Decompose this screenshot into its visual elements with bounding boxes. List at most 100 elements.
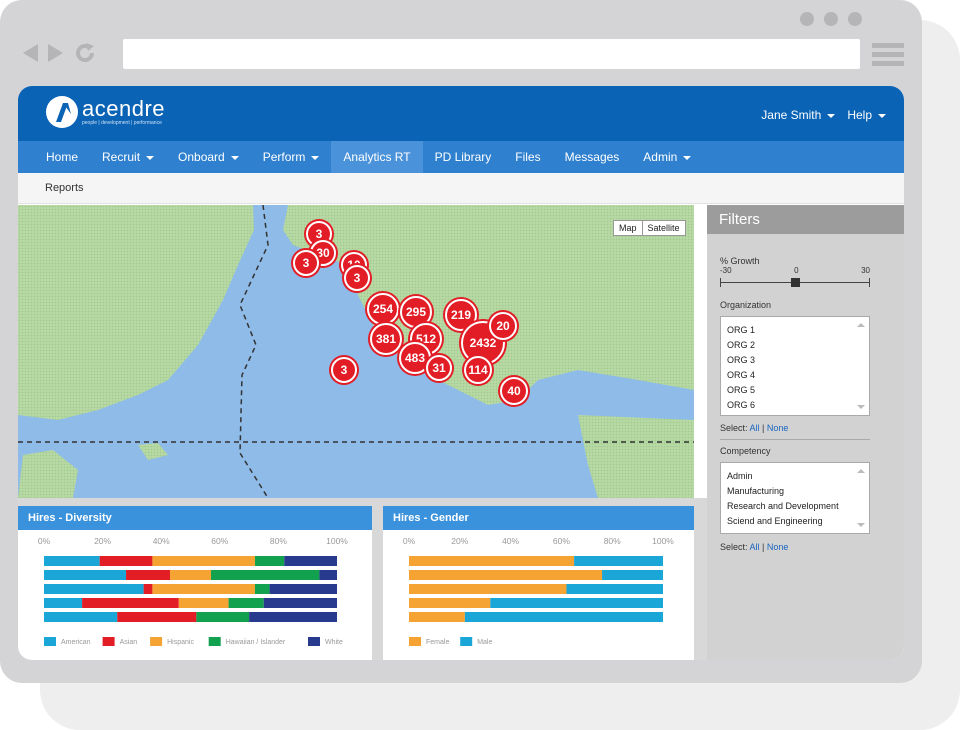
list-item[interactable]: ORG 4 [727,370,756,380]
bar-segment[interactable] [566,584,663,594]
main-nav: Home Recruit Onboard Perform Analytics RT PD … [18,141,904,173]
bar-segment[interactable] [152,556,255,566]
bar-segment[interactable] [409,584,567,594]
forward-icon[interactable] [48,43,64,63]
window-dot[interactable] [800,12,814,26]
nav-onboard[interactable]: Onboard [166,141,251,173]
list-item[interactable]: Research and Development [727,501,839,511]
bar-segment[interactable] [196,612,250,622]
slider-end [720,278,721,287]
bar-segment[interactable] [284,556,337,566]
list-item[interactable]: ORG 1 [727,325,756,335]
bar-segment[interactable] [44,556,100,566]
bar-segment[interactable] [99,556,153,566]
map-cluster[interactable]: 3 [344,265,370,291]
bar-segment[interactable] [319,570,337,580]
bar-segment[interactable] [409,556,575,566]
nav-pd-library[interactable]: PD Library [423,141,504,173]
map-button[interactable]: Map [619,223,637,233]
bar-segment[interactable] [44,612,118,622]
competency-select-links: Select: All | None [720,542,789,552]
bar-segment[interactable] [211,570,320,580]
bar-segment[interactable] [269,584,337,594]
land-asia [18,205,254,420]
slider-thumb[interactable] [790,278,800,287]
map-cluster[interactable]: 31 [426,355,452,381]
browser-frame: acendre people | development | performan… [0,0,922,683]
x-tick-label: 0% [38,536,51,546]
breadcrumb-reports[interactable]: Reports [45,182,84,194]
map-cluster[interactable]: 20 [489,312,517,340]
select-none-link[interactable]: None [766,542,789,552]
bar-segment[interactable] [152,584,255,594]
scroll-down-icon[interactable] [857,523,865,527]
map-cluster[interactable]: 3 [331,357,357,383]
nav-home[interactable]: Home [34,141,90,173]
scroll-up-icon[interactable] [857,469,865,473]
back-icon[interactable] [22,43,38,63]
map-cluster[interactable]: 40 [500,377,528,405]
scroll-up-icon[interactable] [857,323,865,327]
map-view[interactable]: Map Satellite 3 30 3 10 3 254 295 219 51… [18,205,694,498]
map-cluster[interactable]: 295 [400,296,432,328]
help-dropdown[interactable]: Help [847,108,886,122]
bar-segment[interactable] [254,584,270,594]
list-item[interactable]: ORG 5 [727,385,756,395]
map-cluster[interactable]: 381 [370,323,402,355]
list-item[interactable]: ORG 6 [727,400,756,410]
window-dot[interactable] [824,12,838,26]
bar-segment[interactable] [178,598,229,608]
list-item[interactable]: ORG 3 [727,355,756,365]
address-bar[interactable] [123,39,860,69]
nav-perform[interactable]: Perform [251,141,332,173]
bar-segment[interactable] [44,598,83,608]
bar-segment[interactable] [44,584,144,594]
bar-segment[interactable] [44,570,127,580]
bar-segment[interactable] [490,598,663,608]
bar-segment[interactable] [126,570,170,580]
map-cluster[interactable]: 114 [464,356,492,384]
window-dot[interactable] [848,12,862,26]
competency-listbox[interactable]: Admin Manufacturing Research and Developme… [720,462,870,534]
bar-segment[interactable] [117,612,197,622]
list-item[interactable]: Sciend and Engineering [727,516,823,526]
bar-segment[interactable] [602,570,663,580]
bar-segment[interactable] [143,584,153,594]
nav-files[interactable]: Files [503,141,552,173]
bar-segment[interactable] [263,598,337,608]
select-none-link[interactable]: None [766,423,789,433]
bar-segment[interactable] [228,598,264,608]
select-all-link[interactable]: All [749,423,760,433]
scroll-down-icon[interactable] [857,405,865,409]
map-cluster[interactable]: 483 [399,342,431,374]
nav-analytics-rt[interactable]: Analytics RT [331,141,423,173]
bar-segment[interactable] [169,570,212,580]
bar-segment[interactable] [249,612,337,622]
organization-listbox[interactable]: ORG 1 ORG 2 ORG 3 ORG 4 ORG 5 ORG 6 [720,316,870,416]
nav-recruit[interactable]: Recruit [90,141,166,173]
satellite-button[interactable]: Satellite [641,221,685,235]
map-cluster[interactable]: 254 [367,293,399,325]
list-item[interactable]: Manufacturing [727,486,785,496]
bar-segment[interactable] [409,570,603,580]
bar-segment[interactable] [254,556,285,566]
select-all-link[interactable]: All [749,542,760,552]
bar-segment[interactable] [574,556,663,566]
acendre-logo[interactable]: acendre people | development | performan… [46,96,165,128]
nav-admin[interactable]: Admin [631,141,703,173]
legend-label: White [325,639,343,646]
user-dropdown[interactable]: Jane Smith [761,108,836,122]
help-label: Help [847,108,872,122]
map-cluster[interactable]: 3 [293,250,319,276]
nav-messages[interactable]: Messages [553,141,632,173]
list-item[interactable]: ORG 2 [727,340,756,350]
bar-segment[interactable] [464,612,663,622]
growth-slider[interactable]: -30 0 30 [720,266,870,296]
bar-segment[interactable] [409,612,465,622]
bar-segment[interactable] [82,598,179,608]
list-item[interactable]: Admin [727,471,753,481]
legend-swatch [150,637,163,646]
bar-segment[interactable] [409,598,491,608]
reload-icon[interactable] [74,42,96,64]
browser-menu-icon[interactable] [872,43,904,70]
